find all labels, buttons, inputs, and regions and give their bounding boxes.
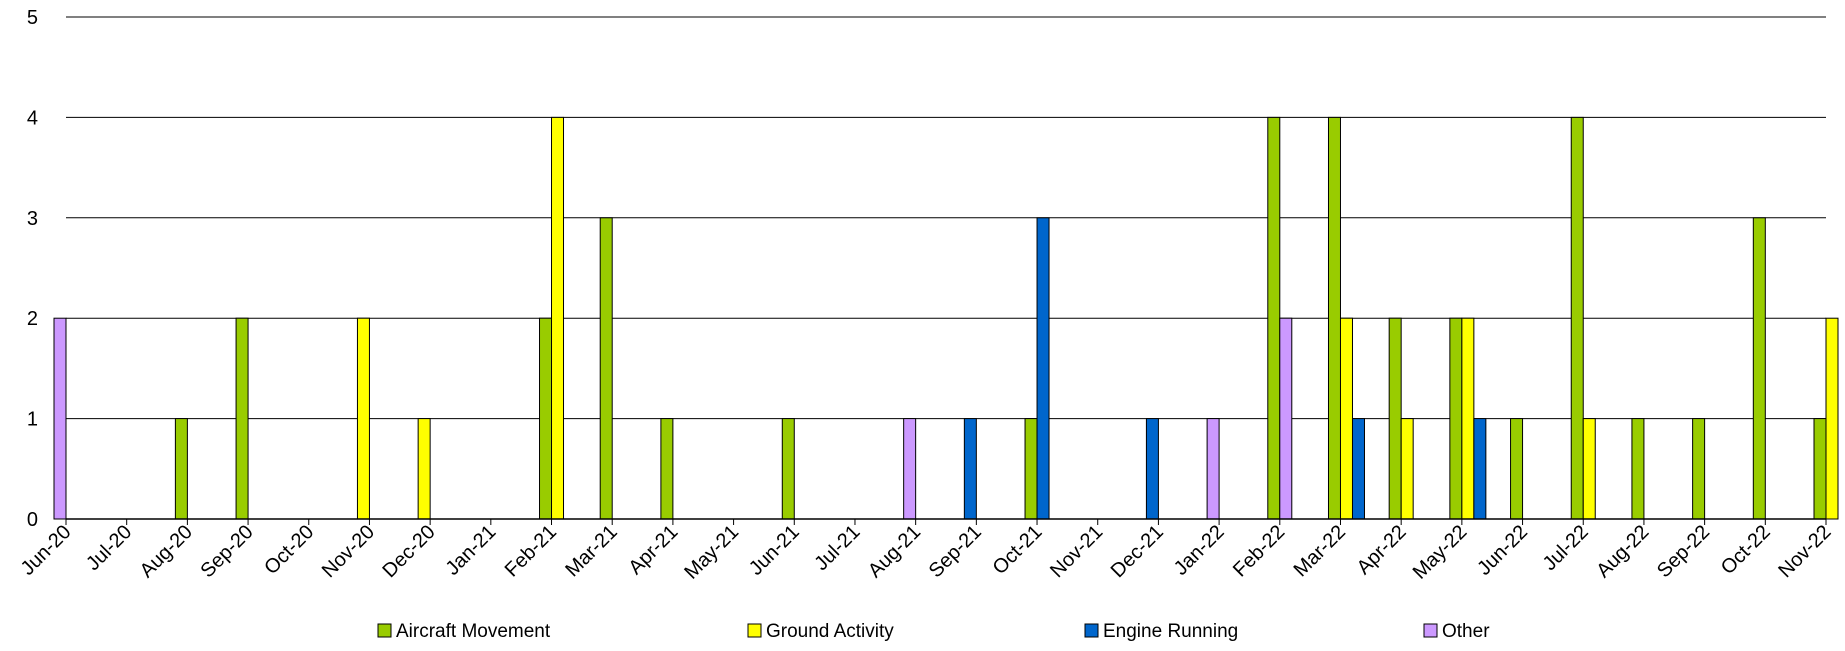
x-tick-label: Dec-20 bbox=[379, 521, 440, 582]
bar bbox=[1267, 116, 1281, 520]
bar bbox=[903, 418, 917, 520]
x-tick-label: Feb-22 bbox=[1229, 521, 1289, 581]
legend-label: Other bbox=[1442, 621, 1490, 642]
bar bbox=[1400, 418, 1414, 520]
y-tick-label: 1 bbox=[27, 409, 38, 431]
bar bbox=[1145, 418, 1159, 520]
bar bbox=[1582, 418, 1596, 520]
x-tick-label: Apr-21 bbox=[624, 521, 682, 579]
legend-swatch bbox=[1084, 623, 1099, 638]
x-tick-label: Apr-22 bbox=[1353, 521, 1411, 579]
legend: Aircraft Movement Ground Activity Engine R… bbox=[377, 621, 1490, 642]
x-tick-label: Jun-21 bbox=[745, 521, 804, 580]
x-tick-label: Oct-20 bbox=[260, 521, 318, 579]
bar bbox=[1631, 418, 1645, 520]
x-tick-label: Oct-21 bbox=[989, 521, 1047, 579]
bar bbox=[1813, 418, 1827, 520]
bar bbox=[1339, 317, 1353, 520]
x-tick-label: Mar-21 bbox=[561, 521, 621, 581]
bar bbox=[1752, 217, 1766, 520]
x-tick-label: Nov-21 bbox=[1046, 521, 1107, 582]
x-tick-label: Sep-20 bbox=[196, 521, 257, 582]
x-tick-label: Aug-22 bbox=[1592, 521, 1653, 582]
legend-swatch bbox=[377, 623, 392, 638]
bar bbox=[1461, 317, 1475, 520]
x-tick-label: Sep-22 bbox=[1653, 521, 1714, 582]
bar bbox=[963, 418, 977, 520]
x-tick-label: Oct-22 bbox=[1717, 521, 1775, 579]
bar bbox=[1036, 217, 1050, 520]
x-tick-label: May-21 bbox=[680, 521, 743, 584]
x-tick-label: May-22 bbox=[1409, 521, 1472, 584]
bar bbox=[1388, 317, 1402, 520]
legend-swatch bbox=[1423, 623, 1438, 638]
bar bbox=[1570, 116, 1584, 520]
bar bbox=[599, 217, 613, 520]
x-tick-label: Aug-20 bbox=[136, 521, 197, 582]
bar bbox=[1473, 418, 1487, 520]
bar bbox=[781, 418, 795, 520]
x-tick-label: Sep-21 bbox=[925, 521, 986, 582]
x-tick-label: Nov-22 bbox=[1774, 521, 1835, 582]
x-tick-label: Jan-22 bbox=[1170, 521, 1229, 580]
bar bbox=[417, 418, 431, 520]
bar bbox=[1692, 418, 1706, 520]
legend-label: Aircraft Movement bbox=[396, 621, 551, 642]
y-tick-label: 4 bbox=[27, 107, 38, 129]
bar bbox=[174, 418, 188, 520]
bar bbox=[1024, 418, 1038, 520]
bar bbox=[1206, 418, 1220, 520]
bar bbox=[1449, 317, 1463, 520]
x-tick-label: Mar-22 bbox=[1290, 521, 1350, 581]
legend-swatch bbox=[747, 623, 762, 638]
x-tick-label: Jun-20 bbox=[17, 521, 76, 580]
gridlines bbox=[66, 16, 1826, 520]
y-tick-label: 2 bbox=[27, 308, 38, 330]
x-tick-label: Jul-20 bbox=[82, 521, 136, 575]
x-tick-label: Nov-20 bbox=[318, 521, 379, 582]
bar bbox=[356, 317, 370, 520]
legend-label: Ground Activity bbox=[766, 621, 894, 642]
x-tick-label: Dec-21 bbox=[1107, 521, 1168, 582]
y-tick-label: 5 bbox=[27, 7, 38, 29]
bar bbox=[235, 317, 249, 520]
legend-label: Engine Running bbox=[1103, 621, 1238, 642]
x-tick-label: Aug-21 bbox=[864, 521, 925, 582]
bar bbox=[1327, 116, 1341, 520]
bars bbox=[53, 116, 1839, 520]
bar bbox=[1279, 317, 1293, 520]
y-tick-label: 3 bbox=[27, 208, 38, 230]
bar bbox=[1825, 317, 1839, 520]
x-tick-label: Jul-21 bbox=[810, 521, 864, 575]
y-tick-label: 0 bbox=[27, 509, 38, 531]
bar bbox=[1510, 418, 1524, 520]
bar bbox=[1351, 418, 1365, 520]
x-tick-label: Jul-22 bbox=[1539, 521, 1593, 575]
x-tick-label: Jun-22 bbox=[1473, 521, 1532, 580]
x-tick-label: Jan-21 bbox=[442, 521, 501, 580]
bar bbox=[539, 317, 553, 520]
x-tick-label: Feb-21 bbox=[501, 521, 561, 581]
bar bbox=[551, 116, 565, 520]
bar bbox=[53, 317, 67, 520]
bar bbox=[660, 418, 674, 520]
